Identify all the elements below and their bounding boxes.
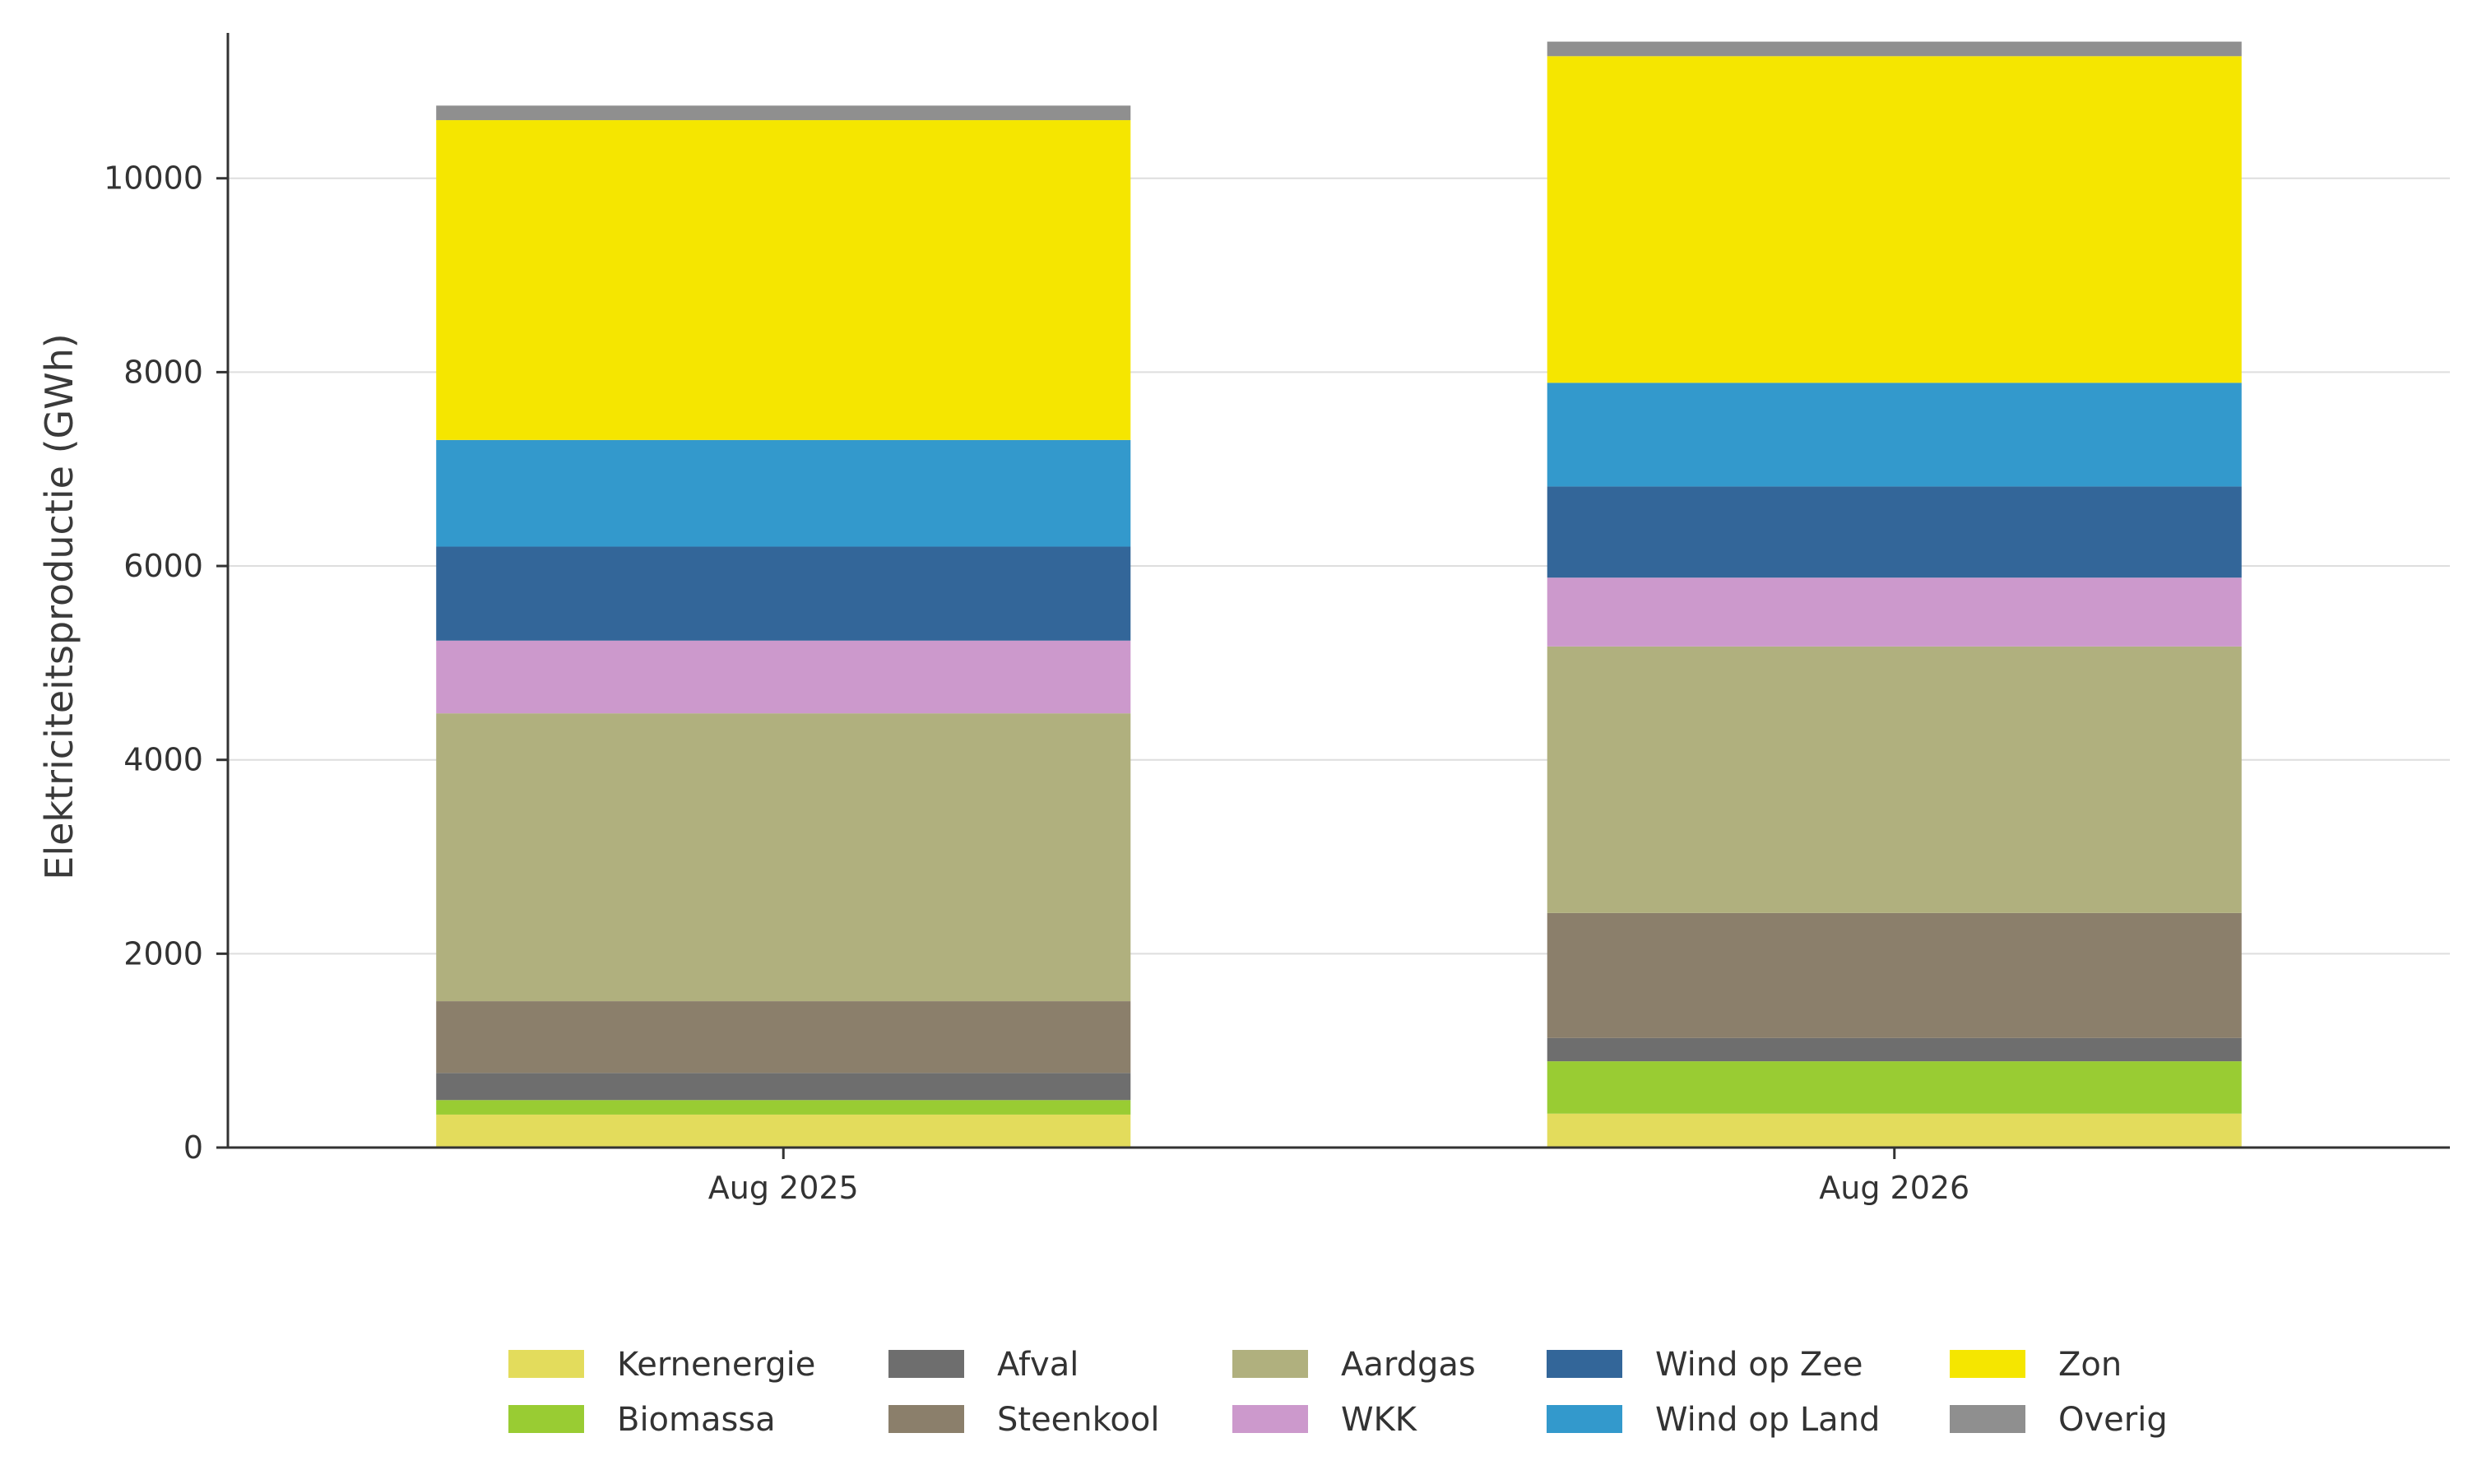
legend-label: Wind op Zee [1655, 1346, 1863, 1384]
legend-label: Biomassa [617, 1401, 776, 1439]
y-tick-label: 0 [183, 1129, 203, 1166]
legend-item: Kernenergie [508, 1346, 815, 1384]
legend-swatch [508, 1405, 584, 1433]
legend: Kernenergie Biomassa Afval Steenkool Aardgas… [508, 1346, 2168, 1439]
legend-item: Afval [888, 1346, 1079, 1384]
bar-segment-wind-op-land [1547, 383, 2242, 487]
bar-segment-afval [436, 1073, 1131, 1101]
legend-item: Wind op Zee [1547, 1346, 1863, 1384]
legend-label: Steenkool [997, 1401, 1159, 1439]
legend-label: WKK [1341, 1401, 1418, 1439]
bar-segment-overig [436, 105, 1131, 121]
bar-segment-wkk [436, 640, 1131, 714]
legend-item: Overig [1950, 1401, 2168, 1439]
bars [436, 41, 2242, 1148]
bar-segment-zon [436, 120, 1131, 440]
bar-segment-zon [1547, 56, 2242, 383]
bar-segment-afval [1547, 1037, 2242, 1062]
bar-segment-wkk [1547, 577, 2242, 647]
legend-swatch [888, 1405, 964, 1433]
y-tick-label: 6000 [123, 548, 203, 584]
legend-swatch [1950, 1350, 2025, 1378]
legend-swatch [1547, 1405, 1622, 1433]
bar-segment-steenkool [1547, 912, 2242, 1038]
legend-label: Wind op Land [1655, 1401, 1880, 1439]
y-tick-label: 4000 [123, 742, 203, 778]
x-tick-label: Aug 2026 [1819, 1170, 1969, 1206]
legend-swatch [508, 1350, 584, 1378]
y-axis-ticks: 0 2000 4000 6000 8000 10000 [104, 160, 228, 1166]
x-axis-ticks: Aug 2025 Aug 2026 [708, 1148, 1969, 1206]
legend-item: Steenkool [888, 1401, 1159, 1439]
legend-label: Afval [997, 1346, 1079, 1384]
legend-item: Wind op Land [1547, 1401, 1880, 1439]
legend-label: Kernenergie [617, 1346, 815, 1384]
x-tick-label: Aug 2025 [708, 1170, 859, 1206]
bar-segment-biomassa [1547, 1061, 2242, 1114]
legend-label: Zon [2058, 1346, 2122, 1384]
bar-segment-aardgas [1547, 646, 2242, 913]
bar-segment-biomassa [436, 1100, 1131, 1115]
legend-label: Overig [2058, 1401, 2168, 1439]
bar-segment-wind-op-zee [436, 546, 1131, 641]
y-tick-label: 10000 [104, 160, 203, 197]
bar-segment-steenkool [436, 1001, 1131, 1074]
legend-item: Zon [1950, 1346, 2122, 1384]
bar-segment-aardgas [436, 713, 1131, 1002]
legend-item: Biomassa [508, 1401, 776, 1439]
legend-swatch [1232, 1350, 1308, 1378]
axes [226, 33, 2450, 1149]
legend-item: Aardgas [1232, 1346, 1476, 1384]
bar-segment-wind-op-land [436, 439, 1131, 547]
legend-swatch [888, 1350, 964, 1378]
y-tick-label: 2000 [123, 935, 203, 972]
bar-segment-wind-op-zee [1547, 486, 2242, 578]
legend-swatch [1232, 1405, 1308, 1433]
legend-label: Aardgas [1341, 1346, 1476, 1384]
y-axis-title: Elektriciteitsproductie (GWh) [37, 333, 81, 880]
bar-segment-kernenergie [436, 1114, 1131, 1148]
bar-segment-overig [1547, 41, 2242, 57]
bar-segment-kernenergie [1547, 1113, 2242, 1148]
legend-swatch [1950, 1405, 2025, 1433]
legend-swatch [1547, 1350, 1622, 1378]
y-tick-label: 8000 [123, 354, 203, 390]
legend-item: WKK [1232, 1401, 1418, 1439]
